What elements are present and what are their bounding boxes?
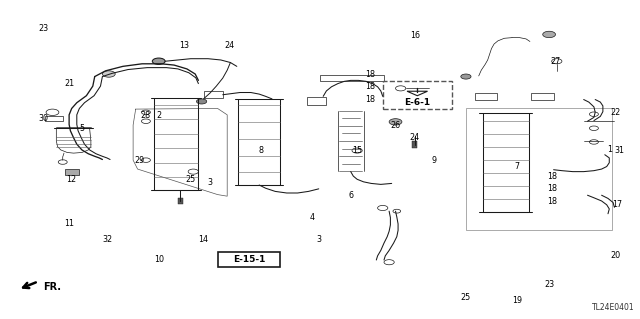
Text: 30: 30: [38, 114, 49, 123]
Text: 18: 18: [365, 82, 375, 91]
Text: FR.: FR.: [44, 282, 61, 292]
Text: 3: 3: [316, 235, 321, 244]
Text: 22: 22: [611, 108, 621, 117]
Bar: [466, 108, 612, 230]
Text: 7: 7: [515, 162, 520, 171]
Text: 18: 18: [547, 197, 557, 206]
Text: 1: 1: [607, 145, 612, 154]
Text: 18: 18: [547, 184, 557, 193]
Bar: [178, 198, 183, 204]
Text: 5: 5: [79, 124, 84, 133]
Bar: [531, 93, 554, 100]
Text: 24: 24: [224, 41, 234, 50]
Text: 13: 13: [179, 41, 189, 50]
Text: 27: 27: [550, 57, 561, 66]
Bar: [45, 116, 63, 121]
Circle shape: [196, 99, 207, 104]
Text: 10: 10: [154, 255, 164, 263]
Circle shape: [461, 74, 471, 79]
Text: 18: 18: [365, 70, 375, 78]
Text: 25: 25: [186, 175, 196, 184]
Text: 18: 18: [547, 172, 557, 181]
Text: 29: 29: [134, 156, 145, 165]
Text: 16: 16: [410, 31, 420, 40]
Text: 4: 4: [310, 213, 315, 222]
Text: 6: 6: [348, 191, 353, 200]
Text: E-15-1: E-15-1: [233, 255, 265, 264]
Text: 24: 24: [410, 133, 420, 142]
Bar: [412, 141, 417, 148]
Text: 32: 32: [102, 235, 113, 244]
Text: 3: 3: [207, 178, 212, 187]
Bar: [204, 91, 223, 98]
Polygon shape: [407, 91, 428, 96]
Bar: [320, 75, 384, 81]
Text: 18: 18: [365, 95, 375, 104]
Text: 20: 20: [611, 251, 621, 260]
Text: 28: 28: [141, 111, 151, 120]
Bar: [65, 169, 79, 175]
Text: 11: 11: [64, 219, 74, 228]
Text: 12: 12: [67, 175, 77, 184]
Text: 9: 9: [431, 156, 436, 165]
Text: 31: 31: [614, 146, 625, 155]
Text: TL24E0401: TL24E0401: [592, 303, 635, 312]
Text: 21: 21: [64, 79, 74, 88]
Text: 8: 8: [259, 146, 264, 155]
Text: 2: 2: [156, 111, 161, 120]
Text: 25: 25: [461, 293, 471, 302]
Text: 19: 19: [512, 296, 522, 305]
Text: 26: 26: [390, 121, 401, 130]
Bar: [383, 81, 452, 109]
Bar: [307, 97, 326, 105]
Bar: [475, 93, 497, 100]
Text: 17: 17: [612, 200, 623, 209]
Text: 23: 23: [38, 24, 49, 33]
Bar: [218, 252, 280, 267]
Circle shape: [543, 31, 556, 38]
Circle shape: [152, 58, 165, 64]
Circle shape: [389, 119, 402, 125]
Text: 15: 15: [352, 146, 362, 155]
Text: 23: 23: [544, 280, 554, 289]
Text: E-6-1: E-6-1: [404, 98, 430, 107]
Circle shape: [102, 71, 115, 77]
Text: 14: 14: [198, 235, 209, 244]
